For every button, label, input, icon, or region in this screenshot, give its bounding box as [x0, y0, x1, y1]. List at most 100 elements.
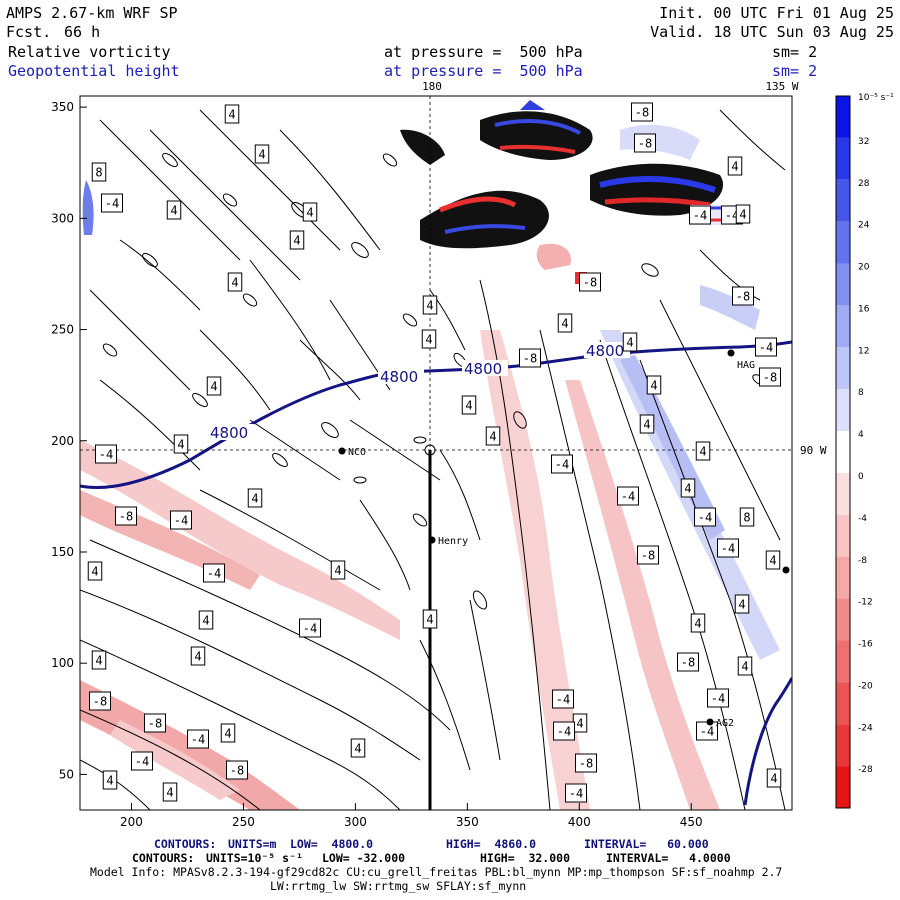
svg-text:-4: -4 [105, 197, 119, 211]
svg-text:4: 4 [170, 204, 177, 218]
vorticity-label: -8 [759, 367, 781, 387]
svg-text:4: 4 [769, 554, 776, 568]
vorticity-label: 4 [695, 441, 711, 461]
svg-text:4: 4 [251, 492, 258, 506]
svg-text:4: 4 [643, 418, 650, 432]
svg-text:4: 4 [210, 380, 217, 394]
svg-text:4: 4 [177, 438, 184, 452]
vorticity-label: 4 [227, 272, 243, 292]
y-tick-label: 200 [51, 434, 74, 448]
svg-text:4: 4 [489, 430, 496, 444]
color-bar-label: 20 [858, 263, 870, 273]
svg-text:-8: -8 [736, 290, 750, 304]
svg-text:-8: -8 [638, 137, 652, 151]
x-tick-label: 350 [456, 815, 479, 829]
color-bar-label: -28 [858, 765, 873, 775]
svg-text:4: 4 [738, 598, 745, 612]
svg-text:4: 4 [426, 299, 433, 313]
vorticity-label: 4 [422, 609, 438, 629]
vorticity-label: 4 [734, 594, 750, 614]
svg-text:4: 4 [202, 614, 209, 628]
latlon-grid [80, 96, 792, 451]
color-bar-unit: 10⁻⁵ s⁻¹ [858, 93, 894, 103]
vorticity-label: 4 [247, 488, 263, 508]
neg-vort-band [110, 720, 240, 800]
vorticity-label: -8 [637, 545, 659, 565]
vorticity-label: -8 [634, 133, 656, 153]
svg-text:-4: -4 [557, 725, 571, 739]
y-tick-label: 50 [59, 767, 74, 781]
height-label: 4800 [210, 424, 248, 442]
svg-text:4: 4 [106, 774, 113, 788]
color-bar-label: -12 [858, 598, 873, 608]
vorticity-label: -8 [115, 506, 137, 526]
vorticity-label: -4 [551, 454, 573, 474]
svg-text:4: 4 [741, 660, 748, 674]
svg-text:4: 4 [650, 379, 657, 393]
color-bar-label: 0 [858, 472, 864, 482]
y-tick-label: 250 [51, 323, 74, 337]
svg-text:-8: -8 [681, 656, 695, 670]
vorticity-label: 4 [639, 414, 655, 434]
vorticity-label: -4 [694, 507, 716, 527]
model-info-2: LW:rrtmg_lw SW:rrtmg_sw SFLAY:sf_mynn [270, 879, 527, 893]
color-bar-swatch [836, 682, 850, 725]
x-tick-label: 250 [232, 815, 255, 829]
vorticity-label: 4 [198, 610, 214, 630]
vorticity-label: -4 [552, 689, 574, 709]
footer-line1-high: HIGH= 4860.0 [446, 837, 537, 851]
svg-text:-4: -4 [207, 567, 221, 581]
color-bar-swatch [836, 431, 850, 473]
svg-text:-8: -8 [523, 352, 537, 366]
vorticity-label: 4 [485, 426, 501, 446]
field1-smoothing: sm= 2 [772, 43, 818, 61]
vorticity-label: 4 [766, 768, 782, 788]
svg-text:4: 4 [626, 336, 633, 350]
x-tick-label: 450 [680, 815, 703, 829]
vorticity-label: 4 [102, 770, 118, 790]
svg-text:4: 4 [770, 772, 777, 786]
meridian-90w-label: 90 W [800, 444, 827, 457]
svg-text:-8: -8 [119, 510, 133, 524]
vorticity-label: -4 [553, 721, 575, 741]
forecast-label: Fcst. [6, 23, 52, 41]
vorticity-labels: 4 4 4 4 8 -4 4 4 4 4 4 -4 4 -8 -4 4 -4 4 4 -4 4 4 4 -8 -8 -4 4 -8 -4… [87, 102, 782, 803]
forecast-hour: 66 h [64, 23, 101, 41]
color-bar-label: 8 [858, 388, 864, 398]
vorticity-label: -4 [131, 751, 153, 771]
svg-text:-4: -4 [759, 341, 773, 355]
station-marker [428, 536, 436, 544]
svg-text:-4: -4 [621, 490, 635, 504]
vorticity-label: 4 [173, 434, 189, 454]
height-contours [80, 340, 792, 806]
svg-text:-4: -4 [99, 448, 113, 462]
pole-marker [424, 444, 436, 456]
svg-text:8: 8 [95, 166, 102, 180]
x-axis: 200 250 300 350 400 450 [120, 803, 703, 829]
vorticity-label: 4 [91, 650, 107, 670]
init-time: Init. 00 UTC Fri 01 Aug 25 [659, 4, 894, 22]
svg-text:-8: -8 [230, 764, 244, 778]
vorticity-label: -4 [101, 193, 123, 213]
color-bar-swatch [836, 263, 850, 306]
color-bar-swatch [836, 179, 850, 222]
color-bar-swatch [836, 221, 850, 264]
vorticity-label: 4 [289, 230, 305, 250]
vorticity-label: 4 [680, 478, 696, 498]
color-bar-swatch [836, 640, 850, 683]
vorticity-label: 4 [622, 332, 638, 352]
color-bar-swatch [836, 347, 850, 390]
vorticity-label: 4 [162, 782, 178, 802]
color-bar-swatch [836, 514, 850, 557]
svg-text:-8: -8 [641, 549, 655, 563]
svg-text:-8: -8 [148, 717, 162, 731]
svg-text:4: 4 [95, 654, 102, 668]
color-bar-swatch [836, 472, 850, 515]
color-bar-label: -20 [858, 681, 873, 691]
vorticity-label: -4 [755, 337, 777, 357]
y-axis: 350 300 250 200 150 100 50 [51, 100, 87, 781]
svg-text:4: 4 [426, 613, 433, 627]
svg-text:4: 4 [91, 565, 98, 579]
vorticity-label: 8 [91, 162, 107, 182]
